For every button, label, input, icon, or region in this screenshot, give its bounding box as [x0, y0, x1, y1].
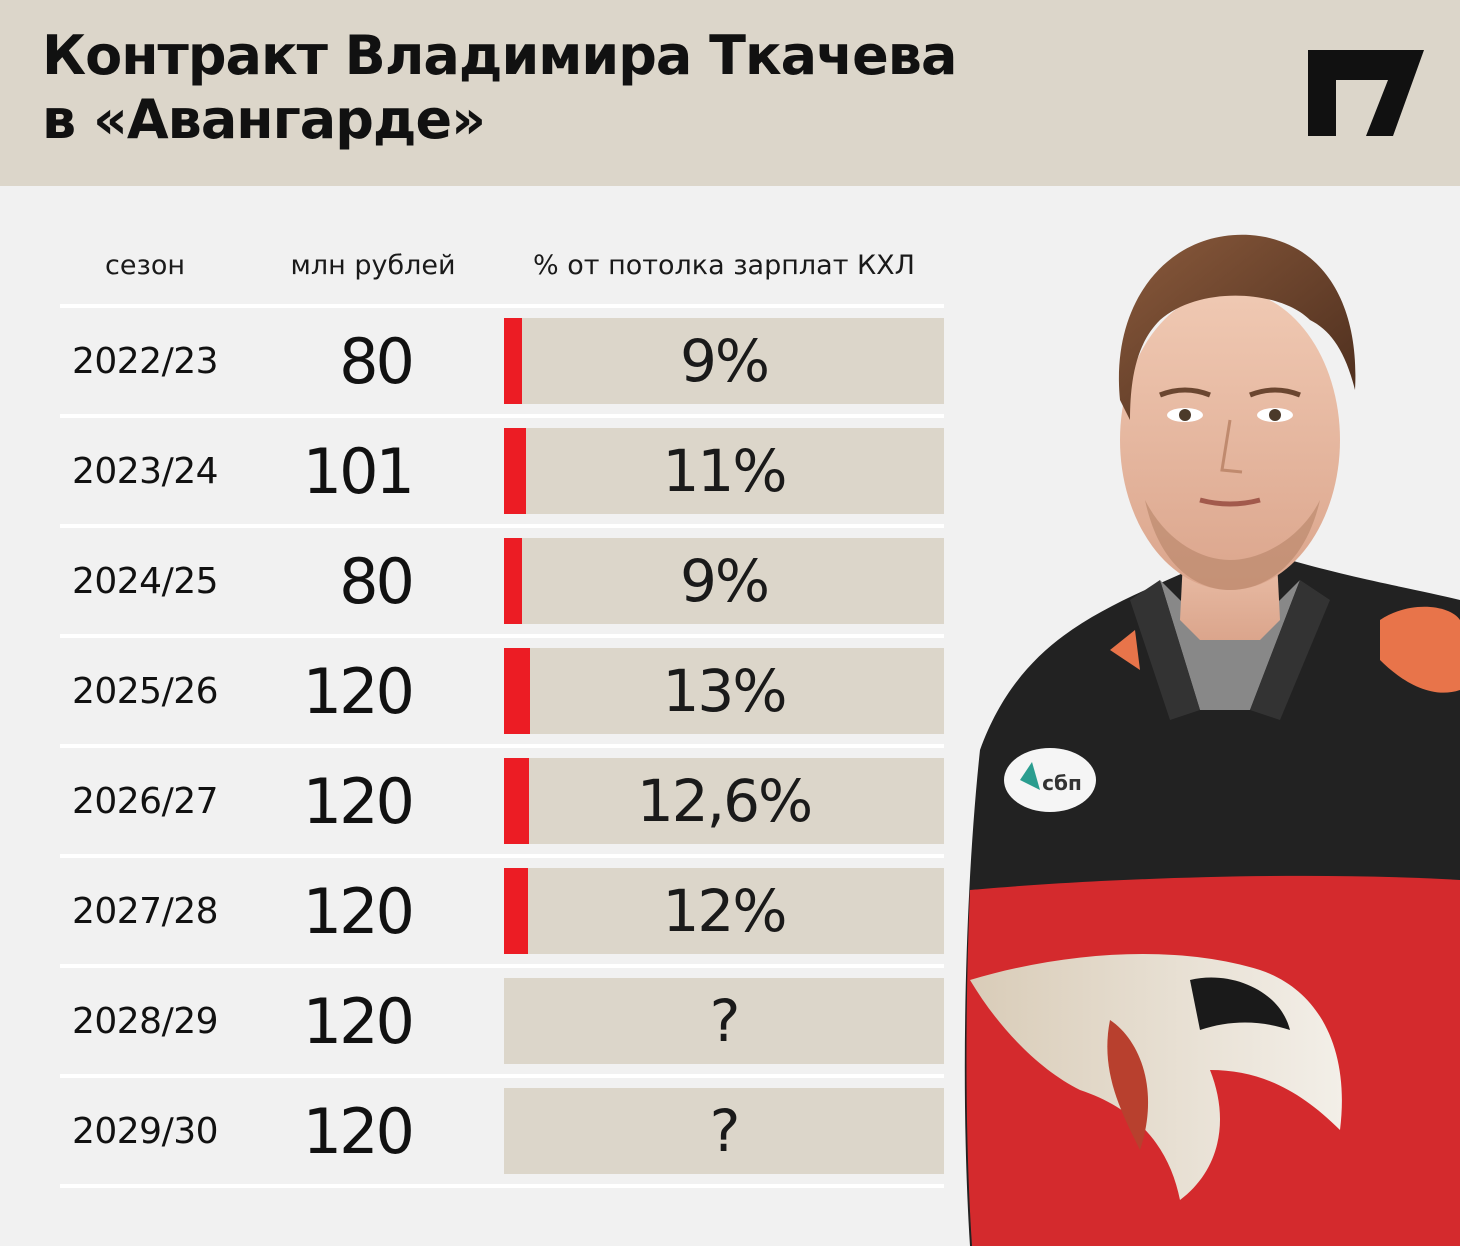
- column-header-season: сезон: [105, 250, 185, 281]
- percent-bar-fill: [504, 868, 528, 954]
- title-line-2: в «Авангарде»: [42, 88, 486, 151]
- percent-bar-fill: [504, 538, 522, 624]
- percent-bar-fill: [504, 318, 522, 404]
- season-label: 2029/30: [71, 1110, 219, 1152]
- money-value: 120: [302, 874, 415, 948]
- money-value: 80: [339, 324, 415, 398]
- percent-label: 9%: [679, 547, 770, 615]
- percent-label: ?: [709, 1097, 741, 1165]
- season-label: 2022/23: [71, 340, 219, 382]
- sponsor-badge-text: сбп: [1042, 771, 1082, 795]
- row-divider: [60, 1184, 944, 1188]
- season-label: 2028/29: [71, 1000, 219, 1042]
- title-line-1: Контракт Владимира Ткачева: [42, 24, 957, 87]
- percent-label: 12,6%: [636, 767, 813, 835]
- money-value: 120: [302, 984, 415, 1058]
- row-divider: [60, 414, 944, 418]
- percent-bar-fill: [504, 648, 530, 734]
- percent-bar: 9%: [504, 318, 944, 404]
- percent-bar-fill: [504, 428, 526, 514]
- money-value: 101: [302, 434, 415, 508]
- row-divider: [60, 964, 944, 968]
- row-divider: [60, 524, 944, 528]
- percent-bar: 9%: [504, 538, 944, 624]
- row-divider: [60, 634, 944, 638]
- header: Контракт Владимира Ткачева в «Авангарде»: [0, 0, 1460, 186]
- money-value: 80: [339, 544, 415, 618]
- player-photo: сбп: [964, 234, 1460, 1246]
- season-label: 2026/27: [71, 780, 219, 822]
- percent-bar-fill: [504, 758, 529, 844]
- percent-bar: 11%: [504, 428, 944, 514]
- season-label: 2024/25: [71, 560, 219, 602]
- percent-bar: 12%: [504, 868, 944, 954]
- money-value: 120: [302, 1094, 415, 1168]
- row-divider: [60, 1074, 944, 1078]
- percent-bar: 13%: [504, 648, 944, 734]
- row-divider: [60, 854, 944, 858]
- season-label: 2025/26: [71, 670, 219, 712]
- money-value: 120: [302, 654, 415, 728]
- brand-logo-icon: [1308, 50, 1424, 136]
- percent-bar: ?: [504, 978, 944, 1064]
- row-divider: [60, 744, 944, 748]
- row-divider: [60, 304, 944, 308]
- percent-bar: ?: [504, 1088, 944, 1174]
- percent-label: ?: [709, 987, 741, 1055]
- column-header-percent: % от потолка зарплат КХЛ: [533, 250, 915, 281]
- percent-label: 12%: [662, 877, 788, 945]
- percent-bar: 12,6%: [504, 758, 944, 844]
- money-value: 120: [302, 764, 415, 838]
- season-label: 2027/28: [71, 890, 219, 932]
- percent-label: 13%: [662, 657, 788, 725]
- percent-label: 9%: [679, 327, 770, 395]
- percent-label: 11%: [662, 437, 788, 505]
- season-label: 2023/24: [71, 450, 219, 492]
- page-title: Контракт Владимира Ткачева в «Авангарде»: [42, 24, 957, 152]
- column-header-money: млн рублей: [290, 250, 456, 281]
